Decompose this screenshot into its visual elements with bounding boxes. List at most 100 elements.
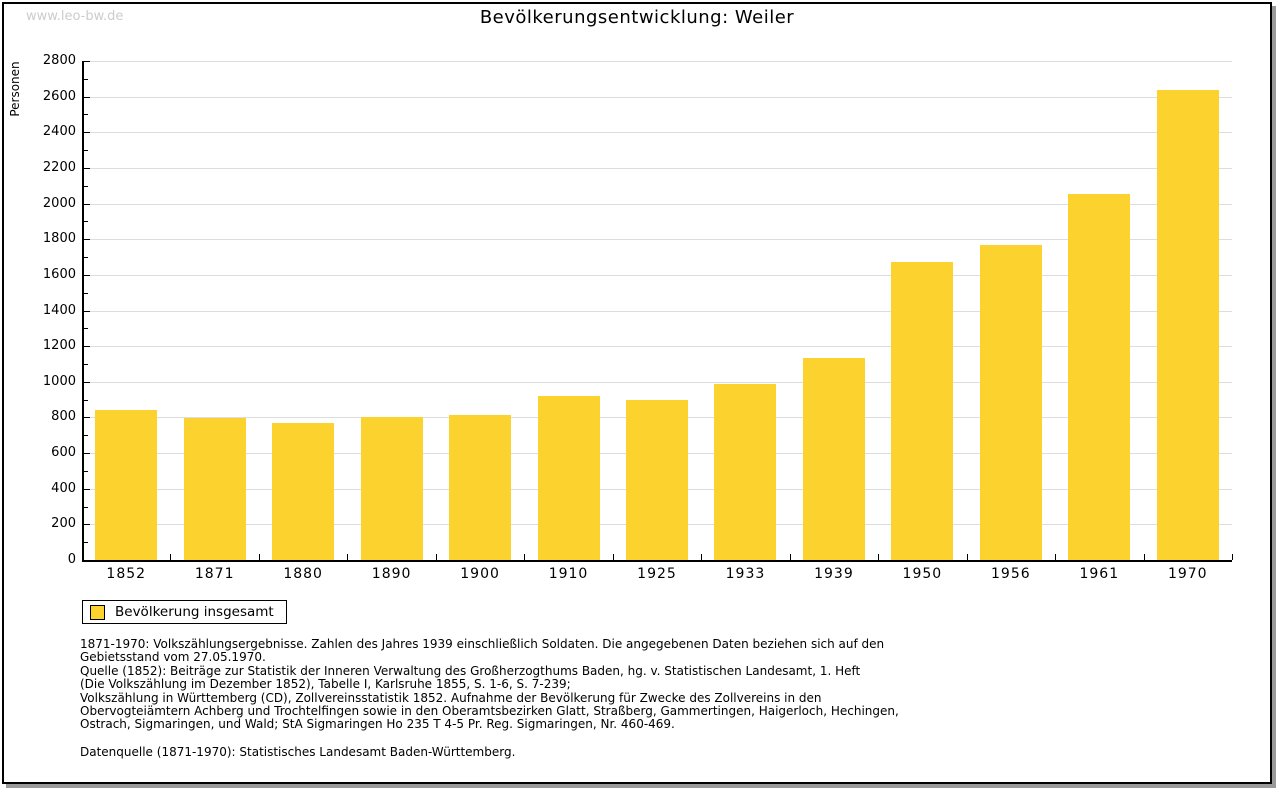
y-tick-major — [84, 274, 90, 276]
x-tick — [347, 554, 348, 560]
gridline — [82, 274, 1232, 276]
y-tick-label: 2800 — [42, 53, 76, 68]
y-tick-major — [84, 96, 90, 98]
legend-swatch-icon — [90, 604, 105, 620]
bar-1933 — [714, 384, 777, 560]
y-tick-label: 800 — [51, 409, 76, 425]
y-tick-minor — [84, 150, 88, 152]
y-tick-minor — [84, 470, 88, 472]
footnote-line: (Die Volkszählung im Dezember 1852), Tab… — [80, 677, 571, 692]
x-tick — [1055, 554, 1056, 560]
y-tick-label: 400 — [51, 480, 76, 496]
x-tick-label: 1900 — [460, 566, 500, 582]
x-tick-label: 1852 — [106, 566, 147, 582]
bar-1925 — [626, 400, 688, 560]
x-tick-label: 1910 — [548, 566, 589, 582]
gridline — [82, 381, 1232, 383]
x-tick — [259, 554, 260, 560]
y-tick-minor — [84, 114, 88, 116]
gridline — [82, 239, 1232, 241]
watermark: www.leo-bw.de — [26, 9, 124, 24]
y-tick-major — [84, 488, 90, 490]
x-tick — [436, 554, 437, 560]
bar-1900 — [449, 414, 512, 560]
y-tick-minor — [84, 328, 88, 330]
y-tick-minor — [84, 435, 88, 437]
gridline — [82, 167, 1232, 169]
bar-1910 — [537, 396, 600, 560]
x-tick — [1232, 554, 1233, 560]
y-tick-major — [84, 132, 90, 134]
legend-label: Bevölkerung insgesamt — [115, 604, 274, 620]
x-tick-label: 1925 — [637, 566, 677, 582]
y-tick-minor — [84, 78, 88, 80]
x-tick-label: 1890 — [371, 566, 412, 582]
gridline — [82, 310, 1232, 312]
x-axis-line — [82, 560, 1232, 562]
y-tick-label: 1400 — [42, 302, 76, 318]
footnote-line: Volkszählung in Württemberg (CD), Zollve… — [80, 690, 822, 705]
plot-area: 0 200 400 600 800 1000 1200 1400 1600 1800 2000 220… — [43, 53, 1233, 582]
bar-1871 — [183, 418, 246, 560]
y-tick-label: 2400 — [42, 124, 76, 140]
y-tick-label: 2000 — [42, 195, 76, 211]
y-tick-minor — [84, 221, 88, 223]
x-tick — [613, 554, 614, 560]
y-tick-label: 600 — [51, 445, 76, 461]
y-tick-major — [84, 167, 90, 169]
y-tick-major — [84, 453, 90, 455]
gridline — [82, 96, 1232, 98]
gridline — [82, 203, 1232, 205]
bar-1939 — [802, 357, 865, 560]
x-tick — [790, 554, 791, 560]
x-tick — [82, 554, 83, 560]
footnotes: 1871-1970: Volkszählungsergebnisse. Zahl… — [80, 637, 1180, 732]
footnote-line: Obervogteiämtern Achberg und Trochtelfin… — [80, 704, 899, 719]
y-tick-major — [84, 61, 90, 62]
x-tick-label: 1933 — [725, 566, 766, 582]
bar-1852 — [95, 410, 158, 560]
y-tick-minor — [84, 363, 88, 365]
legend: Bevölkerung insgesamt — [82, 600, 287, 624]
datasource-note: Datenquelle (1871-1970): Statistisches L… — [80, 745, 516, 759]
x-tick-label: 1970 — [1167, 566, 1208, 582]
footnote-line: Gebietsstand vom 27.05.1970. — [80, 650, 266, 665]
footnote-line: Quelle (1852): Beiträge zur Statistik de… — [80, 663, 861, 678]
bar-1890 — [360, 417, 423, 560]
y-tick-label: 1000 — [42, 373, 76, 389]
x-tick — [524, 554, 525, 560]
x-tick-label: 1871 — [194, 566, 235, 582]
x-tick-label: 1956 — [991, 566, 1031, 582]
y-tick-minor — [84, 506, 88, 508]
y-tick-label: 1200 — [42, 338, 76, 354]
y-tick-minor — [84, 292, 88, 294]
y-tick-major — [84, 417, 90, 419]
y-tick-minor — [84, 542, 88, 544]
gridline — [82, 132, 1232, 134]
x-tick — [701, 554, 702, 560]
x-tick — [170, 554, 171, 560]
bar-1961 — [1068, 193, 1131, 560]
y-tick-label: 2600 — [42, 88, 76, 104]
bar-1956 — [979, 244, 1042, 560]
y-tick-major — [84, 381, 90, 383]
y-tick-label: 2200 — [42, 159, 76, 175]
x-tick-label: 1939 — [814, 566, 854, 582]
y-tick-major — [84, 239, 90, 241]
bar-1970 — [1156, 89, 1219, 560]
y-tick-major — [84, 310, 90, 312]
footnote-line: Ostrach, Sigmaringen, und Wald; StA Sigm… — [80, 717, 675, 732]
y-tick-label: 1800 — [42, 231, 76, 247]
bar-1880 — [272, 422, 335, 560]
y-tick-label: 0 — [67, 552, 76, 567]
y-tick-minor — [84, 257, 88, 259]
y-axis-line — [82, 61, 84, 562]
gridline — [82, 61, 1232, 62]
y-tick-label: 200 — [51, 516, 76, 532]
x-tick-label: 1880 — [283, 566, 323, 582]
gridline — [82, 346, 1232, 348]
y-tick-minor — [84, 399, 88, 401]
x-tick-label: 1950 — [902, 566, 943, 582]
x-tick — [878, 554, 879, 560]
